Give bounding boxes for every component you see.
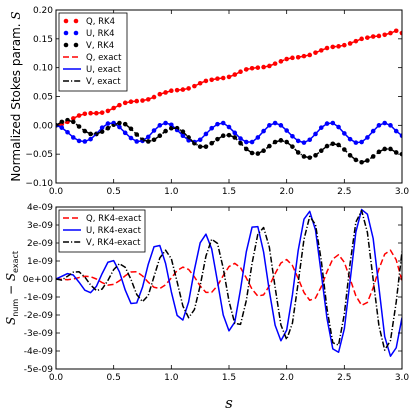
top-series-5-line xyxy=(56,119,402,163)
bottom-x-tick-label: 2.5 xyxy=(337,373,351,383)
top-legend: Q, RK4 U, RK4 V, RK4 Q, exact U, exact V, exa… xyxy=(58,12,128,92)
top-legend-box xyxy=(58,12,128,92)
bottom-panel: 0.0 0.5 1.0 1.5 2.0 2.5 3.0 -5e-09 -4e-09 -3e-09 -… xyxy=(4,203,409,412)
bottom-y-tick-label: 1e-09 xyxy=(27,257,53,267)
bottom-y-tick-label: 4e-09 xyxy=(27,203,53,213)
top-series-0-point xyxy=(163,90,168,95)
bottom-y-tick-label: -3e-09 xyxy=(24,329,53,339)
top-y-tick-label: 0.15 xyxy=(33,35,53,45)
top-series-3-line xyxy=(56,30,402,127)
top-series-0-point xyxy=(180,87,186,92)
bottom-x-axis-label: s xyxy=(225,394,233,412)
top-y-tick-label: −0.10 xyxy=(25,179,53,189)
top-legend-label: U, RK4 xyxy=(86,29,115,39)
bottom-y-tick-label: 2e-09 xyxy=(27,239,53,249)
top-series-2-point xyxy=(365,158,370,163)
bottom-y-tick-label: -4e-09 xyxy=(24,347,53,357)
top-y-tick-label: 0.10 xyxy=(33,64,53,74)
bottom-y-tick-label: 0e+00 xyxy=(23,275,54,285)
top-panel: 0.0 0.5 1.0 1.5 2.0 2.5 3.0 −0.10 −0.05 0.00 0.05 0… xyxy=(9,6,409,197)
top-series-0-point xyxy=(336,44,341,49)
top-legend-marker xyxy=(73,42,79,48)
bottom-x-tick-label: 1.5 xyxy=(222,373,236,383)
top-series-2-point xyxy=(261,148,266,154)
top-legend-label: U, exact xyxy=(86,65,122,75)
top-y-tick-label: 0.20 xyxy=(33,6,53,16)
top-legend-marker xyxy=(73,18,79,24)
bottom-legend-label: U, RK4-exact xyxy=(86,226,142,236)
bottom-y-tick-label: -1e-09 xyxy=(24,293,53,303)
top-series-0-point xyxy=(94,110,99,116)
top-x-tick-label: 2.0 xyxy=(280,187,295,197)
top-x-tick-label: 0.0 xyxy=(49,187,64,197)
top-series-0-point xyxy=(128,99,134,104)
top-series-2-point xyxy=(272,139,278,145)
top-legend-marker xyxy=(63,30,69,36)
bottom-x-tick-label: 0.0 xyxy=(49,373,64,383)
top-series-0-point xyxy=(370,34,376,39)
ylabel-subscript-num: num xyxy=(11,299,20,317)
top-y-axis-label-text: Normalized Stokes param. xyxy=(9,20,23,182)
top-series-0-point xyxy=(215,76,220,81)
bottom-y-tick-label: -5e-09 xyxy=(24,365,53,375)
top-series-2-point xyxy=(215,136,220,142)
top-series-2-point xyxy=(71,119,76,125)
bottom-series-2-line xyxy=(56,209,402,351)
top-series-0-point xyxy=(145,97,151,102)
top-y-axis-label-symbol: S xyxy=(9,11,23,19)
top-x-tick-label: 3.0 xyxy=(395,187,410,197)
top-legend-label: V, exact xyxy=(86,77,121,87)
top-series-4-line xyxy=(56,122,402,144)
top-series-2-point xyxy=(290,144,295,149)
top-y-tick-label: −0.05 xyxy=(25,150,53,160)
bottom-y-axis-label: Snum − Sexact xyxy=(4,251,20,325)
top-y-tick-label: 0.05 xyxy=(33,93,53,103)
bottom-legend: Q, RK4-exact U, RK4-exact V, RK4-exact xyxy=(58,209,146,253)
top-series-0-point xyxy=(249,65,255,71)
bottom-x-tick-label: 3.0 xyxy=(395,373,410,383)
top-series-0-point xyxy=(301,53,307,59)
ylabel-symbol-num: S xyxy=(4,317,18,325)
top-legend-label: V, RK4 xyxy=(86,41,114,51)
top-series-2-point xyxy=(157,133,163,139)
ylabel-symbol-exact: S xyxy=(4,273,18,281)
bottom-x-tick-label: 0.5 xyxy=(107,373,121,383)
bottom-legend-box xyxy=(58,209,146,253)
bottom-y-tick-label: 3e-09 xyxy=(27,221,53,231)
ylabel-minus: − xyxy=(4,281,18,299)
top-x-tick-label: 1.5 xyxy=(222,187,236,197)
bottom-legend-label: V, RK4-exact xyxy=(86,238,141,248)
top-legend-label: Q, RK4 xyxy=(86,17,115,27)
top-x-tick-label: 2.5 xyxy=(337,187,351,197)
top-plot-area xyxy=(56,28,402,165)
ylabel-subscript-exact: exact xyxy=(11,251,20,273)
top-y-axis-label: Normalized Stokes param. S xyxy=(9,11,23,181)
top-legend-marker xyxy=(63,42,69,48)
bottom-y-tick-label: -2e-09 xyxy=(24,311,53,321)
bottom-legend-label: Q, RK4-exact xyxy=(86,214,142,224)
bottom-series-0-line xyxy=(56,249,402,307)
bottom-plot-area xyxy=(56,208,402,357)
top-x-tick-label: 0.5 xyxy=(107,187,121,197)
top-x-tick-label: 1.0 xyxy=(164,187,179,197)
top-legend-marker xyxy=(73,30,79,36)
bottom-series-1-line xyxy=(56,208,402,357)
top-series-0-point xyxy=(284,56,289,62)
top-legend-label: Q, exact xyxy=(86,53,122,63)
top-legend-marker xyxy=(63,18,69,24)
top-y-tick-label: 0.00 xyxy=(33,121,53,131)
top-series-2-point xyxy=(336,142,341,148)
bottom-x-tick-label: 1.0 xyxy=(164,373,179,383)
bottom-x-tick-label: 2.0 xyxy=(280,373,295,383)
